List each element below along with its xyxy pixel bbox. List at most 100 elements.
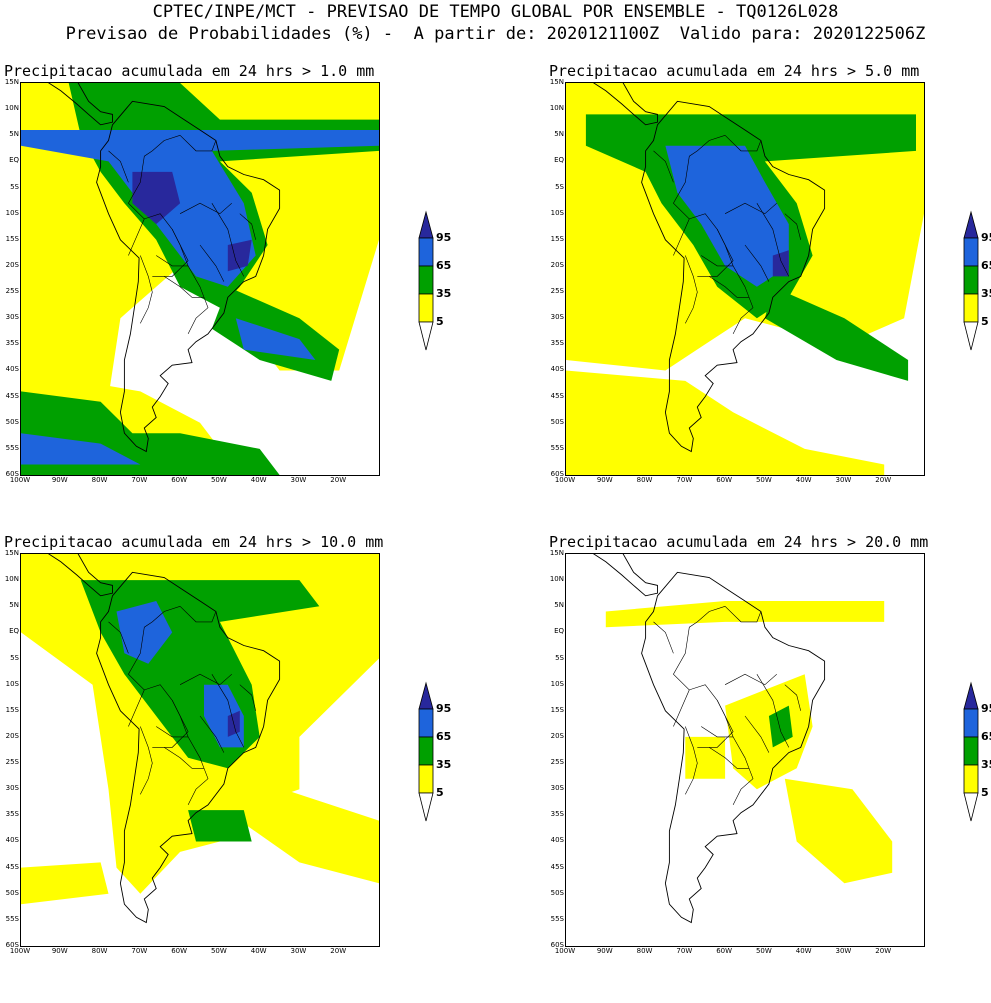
colorbar-label: 65: [436, 730, 452, 743]
map-area: [565, 82, 925, 476]
lat-tick-label: 5S: [10, 182, 19, 191]
country-border: [179, 673, 232, 686]
colorbar-segment: [963, 265, 979, 295]
probability-area-p65: [21, 433, 141, 465]
country-border: [128, 606, 181, 727]
colorbar-label: 5: [981, 315, 989, 328]
country-border: [152, 700, 189, 748]
lon-tick-label: 20W: [330, 947, 347, 955]
lat-tick-label: 15N: [4, 549, 19, 557]
country-border: [211, 203, 245, 277]
colorbar-label: 35: [981, 287, 991, 300]
lon-tick-label: 40W: [795, 947, 812, 955]
lon-tick-label: 90W: [596, 476, 613, 484]
coastline-south-america: [641, 571, 826, 924]
lat-tick-label: 40S: [5, 836, 19, 845]
lon-tick-label: 80W: [636, 476, 653, 484]
colorbar-label: 65: [981, 259, 991, 272]
lat-tick-label: 10N: [4, 575, 19, 584]
lat-tick-label: 50S: [5, 888, 19, 897]
map-svg: [593, 554, 893, 924]
lon-tick-label: 70W: [676, 476, 693, 484]
lat-tick-label: 45S: [5, 862, 19, 871]
lat-tick-label: 55S: [5, 443, 19, 452]
map-panel-2: Precipitacao acumulada em 24 hrs > 5.0 m…: [545, 62, 991, 532]
lat-tick-label: 5N: [9, 130, 19, 139]
country-border: [697, 700, 734, 748]
coastline-south-america: [96, 100, 281, 453]
lon-tick-label: 100W: [554, 947, 576, 955]
country-border: [673, 135, 726, 256]
colorbar-svg: [418, 210, 434, 351]
colorbar-segment: [418, 736, 434, 766]
colorbar: 95 65 35 5: [963, 210, 991, 358]
country-border: [211, 674, 245, 748]
lon-tick-label: 60W: [716, 476, 733, 484]
colorbar-label: 65: [436, 259, 452, 272]
lon-tick-label: 90W: [51, 947, 68, 955]
lat-tick-label: 60S: [550, 941, 564, 949]
colorbar-segment: [963, 293, 979, 323]
header-title-line1: CPTEC/INPE/MCT - PREVISAO DE TEMPO GLOBA…: [152, 2, 839, 22]
probability-area-p65: [235, 318, 316, 360]
probability-area-p35: [768, 705, 793, 748]
colorbar-segment: [418, 708, 434, 738]
lat-tick-label: 5N: [554, 601, 564, 610]
lat-tick-label: 10N: [4, 104, 19, 113]
lat-tick-label: 35S: [5, 810, 19, 819]
colorbar-svg: [963, 210, 979, 351]
lat-tick-label: 45S: [550, 862, 564, 871]
country-border: [756, 203, 790, 277]
probability-area-p5: [21, 862, 109, 905]
probability-area-p65: [665, 145, 789, 287]
lat-tick-label: 50S: [550, 888, 564, 897]
country-border: [673, 606, 726, 727]
lat-tick-label: 25S: [550, 758, 564, 767]
colorbar-svg: [418, 681, 434, 822]
lon-tick-label: 30W: [290, 476, 307, 484]
lon-tick-label: 100W: [554, 476, 576, 484]
colorbar-segment: [418, 237, 434, 267]
country-border: [128, 135, 181, 256]
lat-tick-label: 15S: [5, 234, 19, 243]
country-border: [724, 202, 777, 215]
colorbar-label: 5: [981, 786, 989, 799]
colorbar-segment: [418, 210, 434, 239]
probability-area-p5: [566, 370, 885, 475]
colorbar: 95 65 35 5: [963, 681, 991, 829]
probability-area-p95: [227, 239, 252, 272]
lon-tick-label: 50W: [210, 947, 227, 955]
lat-tick-label: EQ: [554, 156, 564, 165]
probability-area-p35: [764, 286, 909, 381]
probability-area-p95: [772, 250, 789, 277]
country-border: [653, 621, 674, 654]
colorbar-segment: [963, 321, 979, 351]
country-border: [179, 606, 217, 623]
map-svg: [21, 554, 379, 924]
colorbar-label: 35: [436, 758, 452, 771]
country-border: [199, 244, 225, 282]
country-border: [784, 213, 801, 240]
lat-tick-label: 55S: [5, 914, 19, 923]
country-border: [724, 673, 777, 686]
country-border: [744, 715, 770, 753]
probability-area-p95: [132, 171, 181, 225]
country-border: [701, 255, 734, 267]
lon-tick-label: 50W: [755, 476, 772, 484]
colorbar-label: 5: [436, 786, 444, 799]
lat-tick-label: 15N: [549, 549, 564, 557]
panel-title: Precipitacao acumulada em 24 hrs > 20.0 …: [549, 533, 929, 551]
lat-tick-label: 20S: [550, 260, 564, 269]
lat-tick-label: 50S: [5, 417, 19, 426]
probability-area-p35: [188, 810, 252, 842]
lat-tick-label: 10S: [550, 679, 564, 688]
colorbar-segment: [418, 764, 434, 794]
lat-tick-label: 20S: [550, 731, 564, 740]
lat-tick-label: 15S: [550, 705, 564, 714]
lat-tick-label: 30S: [550, 784, 564, 793]
country-border: [144, 684, 209, 806]
colorbar-segment: [418, 681, 434, 710]
country-border: [689, 213, 754, 335]
country-border: [239, 213, 256, 240]
lat-tick-label: 5S: [10, 653, 19, 662]
